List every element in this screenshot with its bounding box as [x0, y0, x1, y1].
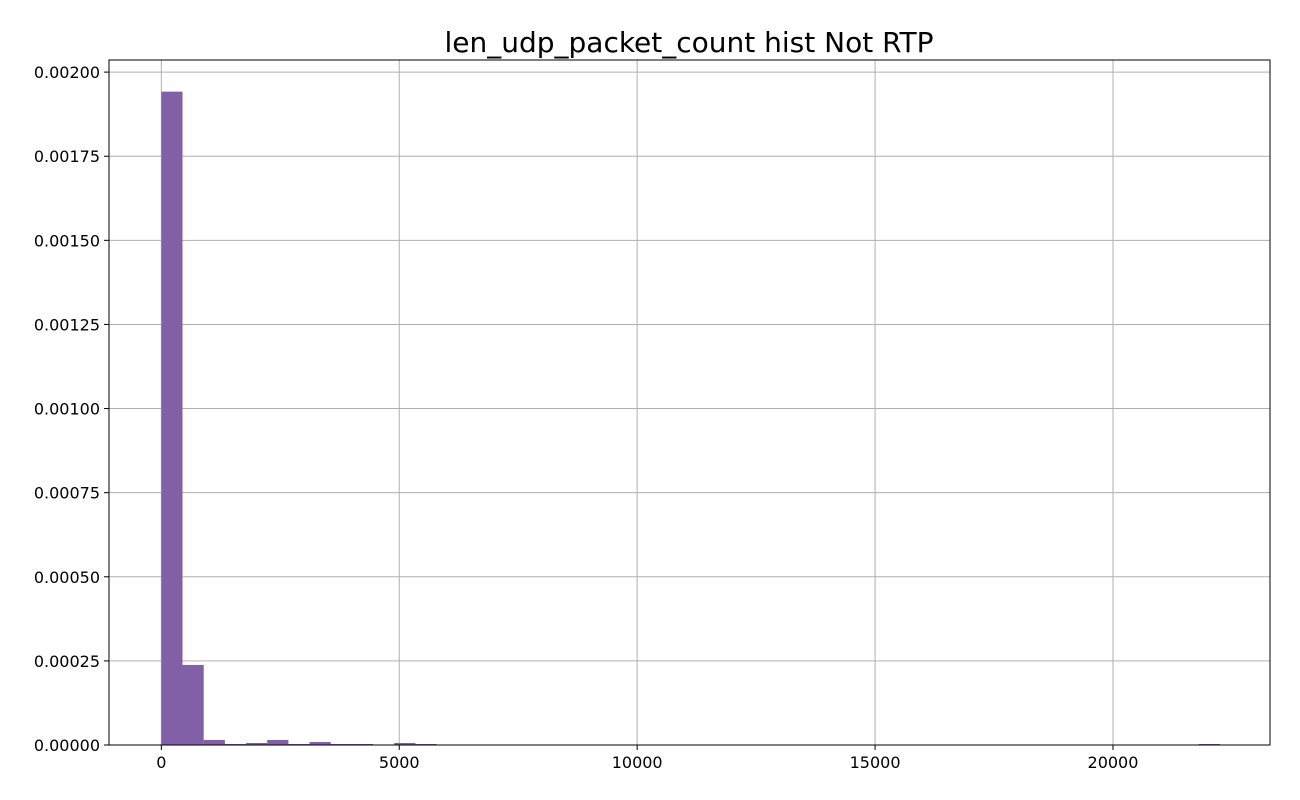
histogram-bar	[1198, 743, 1220, 745]
histogram-bar	[267, 739, 289, 745]
grid-lines	[109, 60, 1270, 746]
y-tick-label: 0.00000	[34, 736, 100, 755]
plot-area-frame	[108, 59, 1271, 746]
x-tick-label: 20000	[1088, 753, 1139, 772]
histogram-bar	[394, 742, 416, 745]
histogram-bar	[161, 91, 183, 746]
y-axis-ticks: 0.00000 0.00025 0.00050 0.00075 0.00100 0.001…	[34, 63, 109, 755]
histogram-bar	[351, 743, 374, 745]
y-tick-label: 0.00200	[34, 63, 100, 82]
histogram-bar	[224, 743, 247, 745]
histogram-bars	[161, 91, 1220, 746]
histogram-bar	[309, 741, 331, 745]
histogram-bar	[203, 739, 225, 745]
y-tick-label: 0.00050	[34, 568, 100, 587]
x-tick-label: 5000	[379, 753, 420, 772]
histogram-bar	[246, 742, 268, 745]
y-tick-label: 0.00025	[34, 652, 100, 671]
histogram-bar	[415, 743, 437, 745]
chart-title: len_udp_packet_count hist Not RTP	[444, 26, 933, 59]
x-tick-label: 15000	[850, 753, 901, 772]
x-axis-ticks: 0 5000 10000 15000 20000	[156, 745, 1138, 772]
histogram-bar	[288, 743, 310, 745]
histogram-bar	[330, 743, 352, 745]
x-tick-label: 10000	[612, 753, 663, 772]
y-tick-label: 0.00125	[34, 315, 100, 334]
y-tick-label: 0.00100	[34, 400, 100, 419]
x-tick-label: 0	[156, 753, 166, 772]
y-tick-label: 0.00175	[34, 147, 100, 166]
y-tick-label: 0.00150	[34, 231, 100, 250]
y-tick-label: 0.00075	[34, 484, 100, 503]
histogram-bar	[182, 664, 204, 745]
